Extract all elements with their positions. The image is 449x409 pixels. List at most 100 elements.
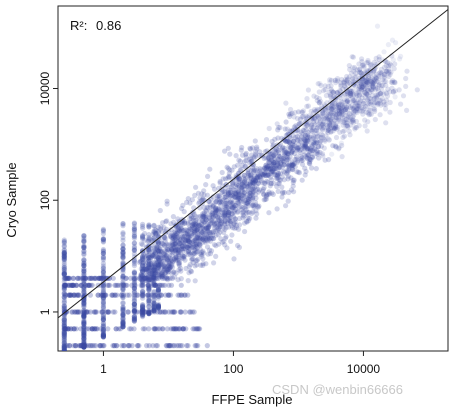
scatter-point: [199, 253, 205, 259]
scatter-point: [296, 144, 302, 150]
scatter-point: [249, 192, 255, 198]
scatter-point: [136, 275, 143, 281]
scatter-point: [145, 292, 151, 298]
scatter-point: [200, 239, 206, 245]
scatter-point: [213, 232, 219, 238]
scatter-point: [197, 251, 203, 257]
scatter-point: [120, 324, 126, 330]
scatter-point: [271, 180, 277, 186]
scatter-point: [362, 90, 368, 96]
scatter-point: [347, 74, 353, 80]
scatter-point: [263, 173, 269, 179]
scatter-point: [140, 314, 146, 320]
scatter-point: [228, 189, 234, 196]
scatter-point: [81, 320, 87, 326]
scatter-point: [140, 234, 146, 240]
scatter-point: [112, 292, 118, 298]
scatter-point: [253, 202, 259, 208]
scatter-point: [329, 106, 335, 112]
scatter-point: [100, 334, 106, 340]
scatter-point: [227, 189, 233, 196]
scatter-point: [236, 177, 242, 183]
scatter-point: [151, 245, 157, 251]
scatter-point: [214, 220, 220, 226]
scatter-point: [290, 161, 296, 167]
scatter-point: [138, 273, 144, 279]
scatter-point: [336, 105, 342, 111]
scatter-point: [295, 145, 301, 151]
scatter-point: [347, 66, 353, 73]
scatter-point: [398, 101, 404, 107]
scatter-point: [166, 258, 172, 264]
scatter-point: [206, 236, 212, 242]
scatter-point: [77, 309, 83, 315]
scatter-point: [303, 113, 309, 119]
scatter-point: [131, 301, 137, 307]
scatter-point: [62, 282, 68, 288]
scatter-point: [158, 248, 164, 254]
scatter-point: [131, 298, 137, 304]
scatter-point: [226, 173, 232, 179]
scatter-point: [184, 231, 190, 237]
scatter-point: [131, 316, 137, 322]
scatter-point: [100, 308, 106, 314]
scatter-point: [100, 226, 106, 232]
scatter-point: [185, 237, 191, 243]
scatter-point: [325, 126, 331, 132]
scatter-point: [146, 224, 152, 230]
scatter-point: [120, 307, 126, 313]
scatter-point: [358, 80, 364, 86]
scatter-point: [207, 221, 213, 228]
scatter-point: [133, 275, 139, 281]
scatter-point: [384, 60, 390, 66]
scatter-point: [363, 78, 369, 85]
scatter-point: [337, 108, 343, 114]
scatter-point: [335, 90, 341, 96]
scatter-point: [100, 265, 106, 271]
scatter-point: [231, 220, 237, 226]
scatter-point: [193, 241, 199, 247]
scatter-point: [147, 262, 153, 268]
scatter-point: [185, 233, 191, 239]
scatter-point: [148, 255, 154, 261]
scatter-point: [222, 189, 228, 195]
scatter-point: [61, 348, 67, 351]
scatter-point: [157, 248, 163, 254]
scatter-point: [61, 262, 67, 268]
scatter-point: [356, 84, 362, 90]
scatter-point: [359, 63, 365, 69]
scatter-point: [207, 212, 213, 218]
scatter-point: [75, 275, 81, 281]
scatter-point: [219, 198, 225, 204]
scatter-point: [362, 103, 368, 109]
scatter-point: [219, 199, 225, 205]
scatter-point: [140, 259, 146, 265]
scatter-point: [256, 174, 263, 180]
scatter-point: [332, 126, 338, 132]
scatter-point: [74, 282, 80, 288]
scatter-point: [140, 251, 147, 258]
scatter-point: [199, 229, 206, 235]
scatter-point: [326, 89, 332, 95]
scatter-point: [248, 172, 255, 178]
scatter-point: [159, 268, 165, 274]
scatter-point: [317, 118, 324, 124]
scatter-point: [223, 206, 229, 213]
scatter-point: [185, 343, 191, 349]
scatter-point: [350, 110, 356, 116]
y-tick-label: 10000: [38, 72, 52, 106]
scatter-point: [98, 275, 104, 281]
scatter-point: [70, 282, 76, 288]
scatter-point: [249, 190, 255, 196]
scatter-point: [81, 321, 87, 327]
scatter-point: [61, 344, 67, 350]
scatter-point: [76, 343, 82, 349]
scatter-point: [366, 112, 372, 118]
scatter-point: [339, 76, 345, 83]
scatter-point: [362, 69, 368, 75]
scatter-point: [347, 99, 353, 106]
scatter-point: [131, 279, 137, 286]
scatter-point: [216, 197, 223, 203]
scatter-point: [192, 231, 198, 237]
scatter-point: [369, 92, 376, 99]
